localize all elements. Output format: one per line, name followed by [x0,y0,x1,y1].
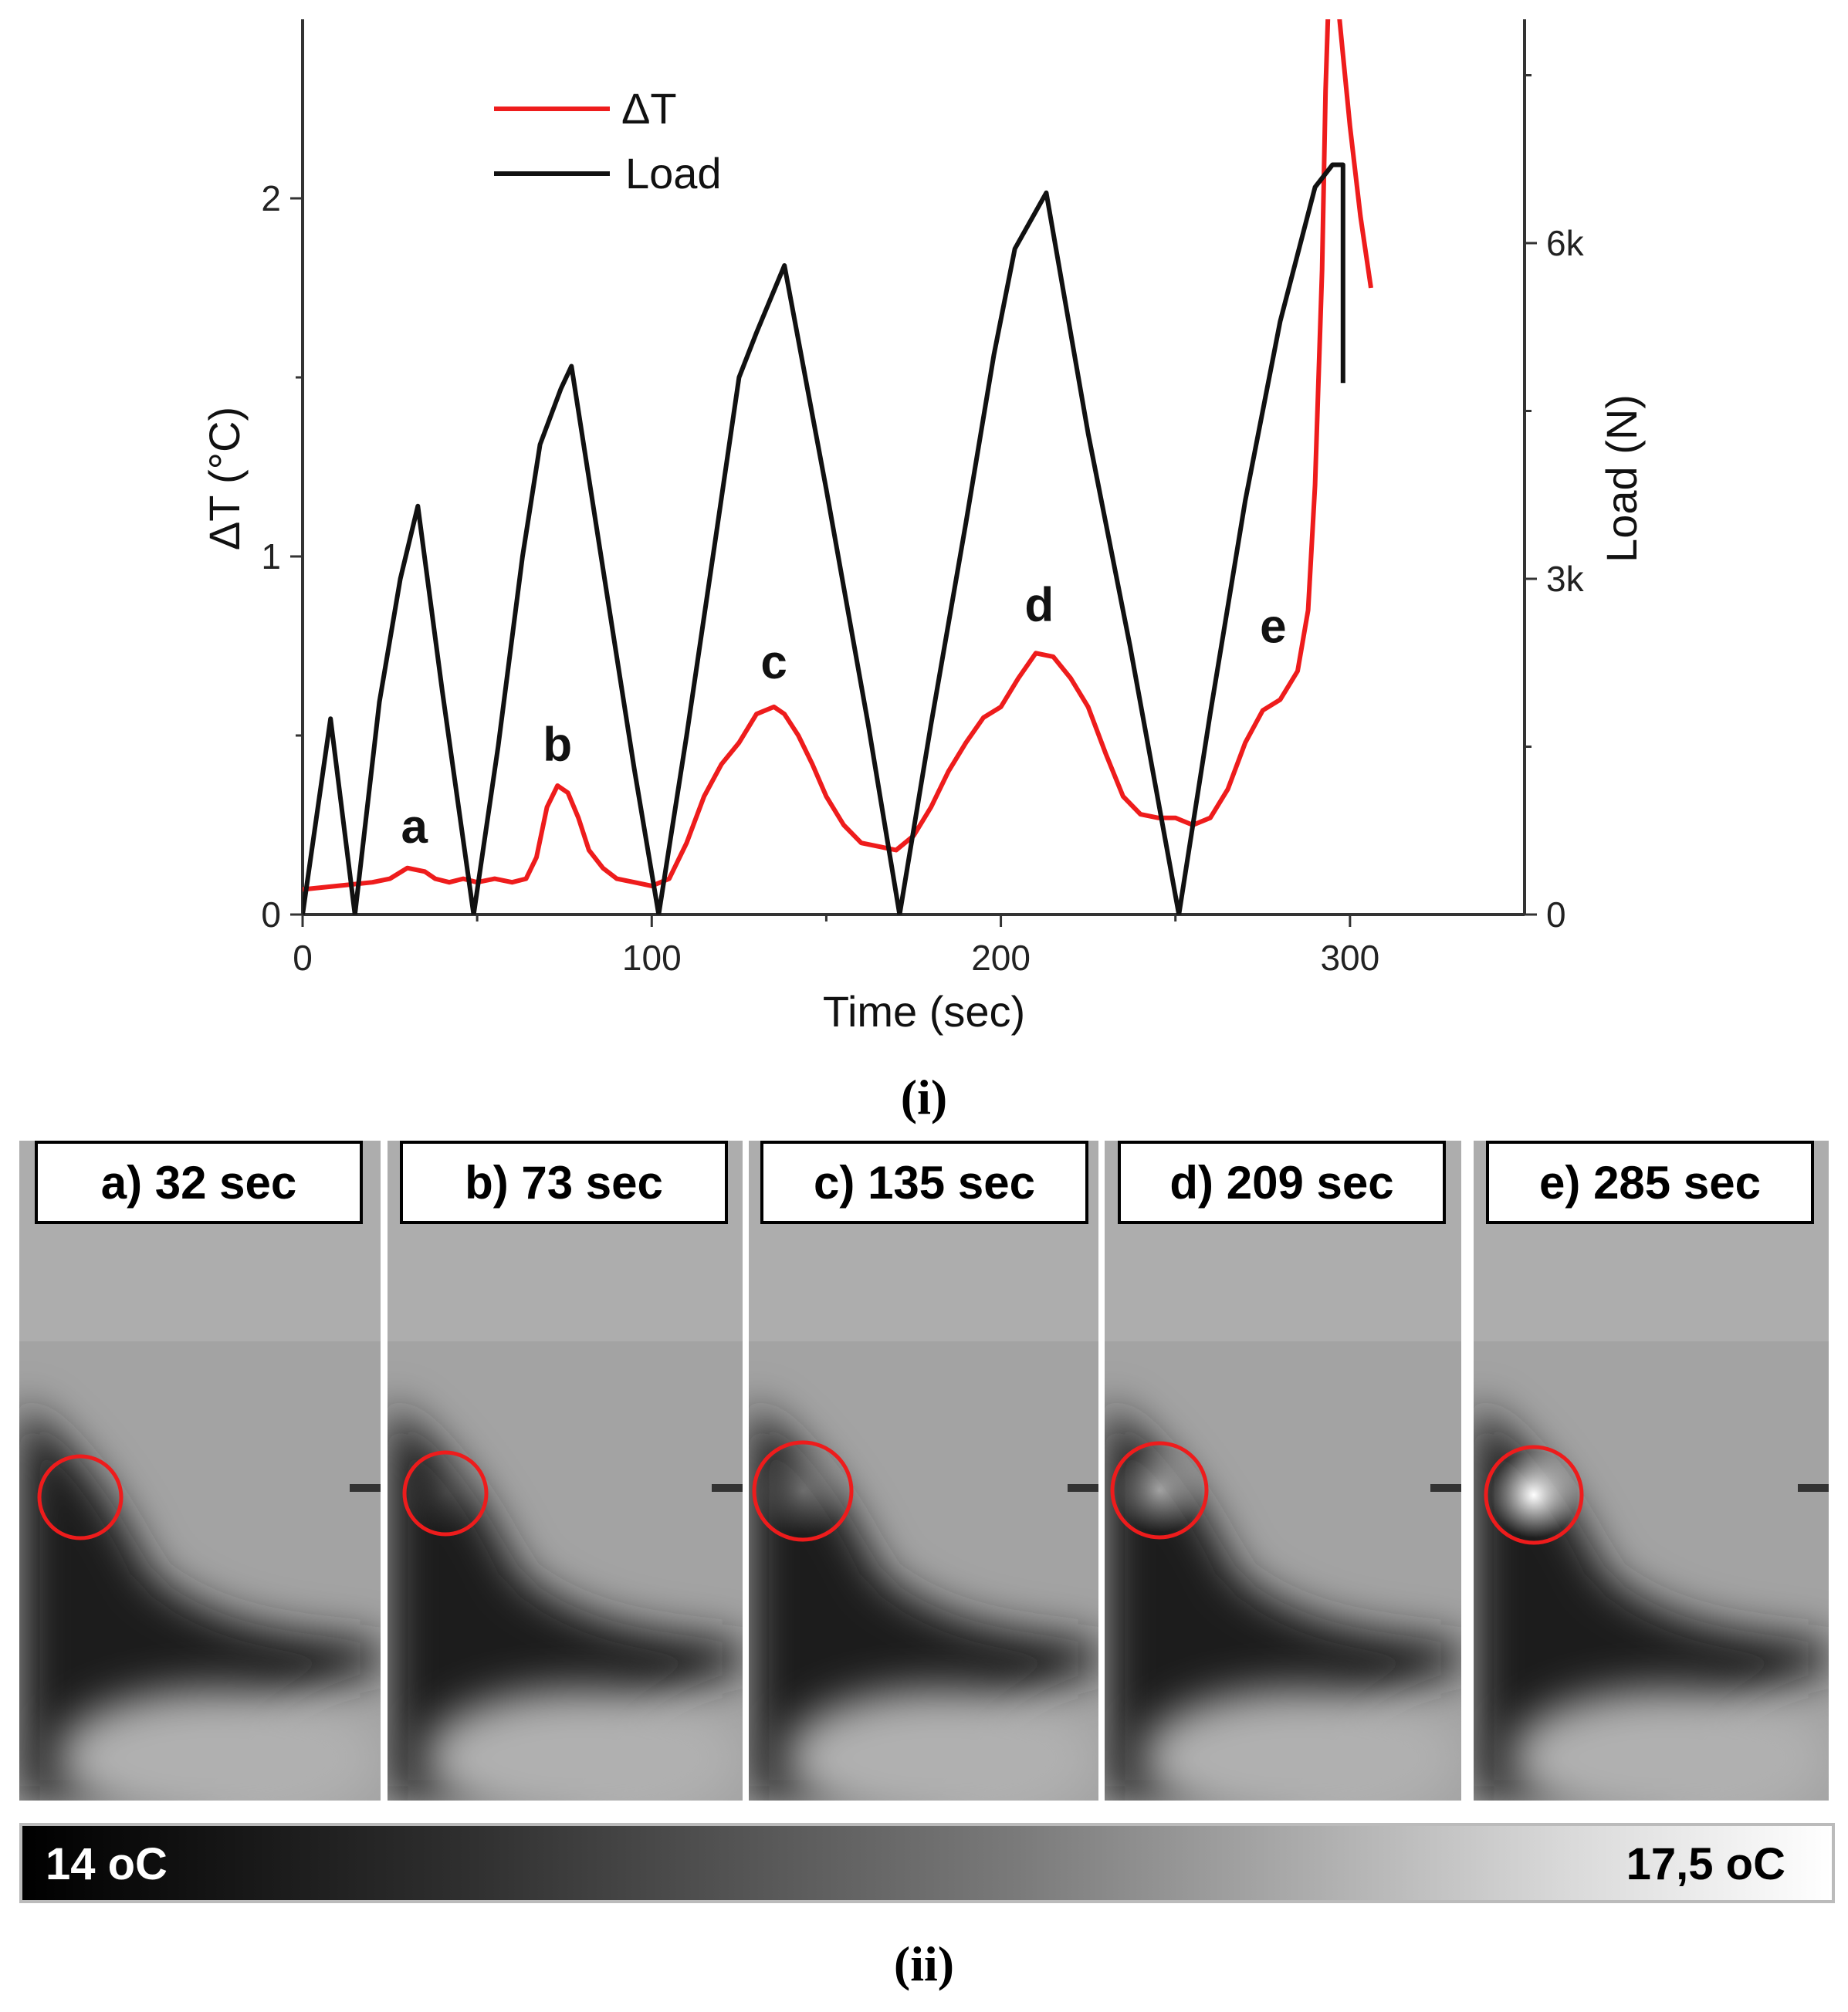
thermal-frame-b [388,1141,743,1801]
lower-bright-zone [1140,1689,1461,1801]
thermal-frame-a [19,1141,381,1801]
thermal-image [1474,1141,1829,1801]
fixture-edge [350,1484,381,1492]
line-chart: 0 100 200 300 0 1 2 0 3k 6k a b c d e ΔT Load Time (s… [200,19,1646,1036]
annotation-d: d [1024,579,1054,632]
highlight-circle [402,1450,489,1537]
frame-label-d: d) 209 sec [1118,1141,1446,1224]
lower-bright-zone [1509,1689,1829,1801]
legend-label-delta-t: ΔT [621,84,677,133]
highlight-circle [1484,1445,1584,1545]
frame-label-a: a) 32 sec [35,1141,363,1224]
hotspot-glow [408,1456,482,1530]
thermal-image [388,1141,743,1801]
chart-series [303,19,1373,915]
highlight-circle [752,1440,854,1542]
series-line-load [303,162,1345,915]
thermal-frame-d [1105,1141,1461,1801]
y2-tick-label: 0 [1546,894,1566,935]
chart-axes [301,19,1526,916]
temperature-colorbar: 14 oC 17,5 oC [19,1823,1835,1903]
x-axis-label: Time (sec) [823,987,1025,1036]
chart-legend: ΔT Load [494,84,722,198]
x-tick-label: 0 [293,938,313,978]
y-tick-label: 1 [261,536,281,577]
caption-panel-i: (i) [900,1070,948,1124]
thermal-image [1105,1141,1461,1801]
hotspot-glow [759,1447,847,1535]
caption-panel-ii: (ii) [893,1936,955,1991]
y2-tick-label: 3k [1546,559,1585,599]
y-tick-label: 2 [261,178,281,218]
thermal-frame-c [749,1141,1098,1801]
annotation-a: a [401,800,428,854]
x-tick-label: 200 [971,938,1031,978]
lower-bright-zone [55,1689,381,1801]
fixture-edge [1068,1484,1098,1492]
y-axis-label: ΔT (°C) [200,407,249,550]
highlight-circle [37,1454,124,1540]
frame-label-b: b) 73 sec [400,1141,728,1224]
y-tick-label: 0 [261,894,281,935]
legend-label-load: Load [625,149,722,198]
series-line-delta-t [303,19,1373,892]
hotspot-glow [43,1460,117,1534]
x-tick-label: 300 [1320,938,1379,978]
frame-label-e: e) 285 sec [1486,1141,1814,1224]
chart-annotations: a b c d e [401,579,1286,854]
fixture-edge [712,1484,743,1492]
frame-label-c: c) 135 sec [760,1141,1088,1224]
fixture-edge [1798,1484,1829,1492]
y2-tick-label: 6k [1546,223,1585,263]
annotation-b: b [543,718,572,771]
thermal-image [749,1141,1098,1801]
colorbar-min-label: 14 oC [46,1839,168,1889]
hotspot-glow [1117,1448,1202,1533]
y2-axis-label: Load (N) [1597,394,1646,563]
annotation-c: c [760,636,787,689]
lower-bright-zone [423,1689,743,1801]
chart-ticks: 0 100 200 300 0 1 2 0 3k 6k [261,74,1585,978]
lower-bright-zone [784,1689,1098,1801]
thermal-frame-e [1474,1141,1829,1801]
x-tick-label: 100 [622,938,682,978]
highlight-circle [1110,1441,1209,1540]
annotation-e: e [1260,600,1286,653]
hotspot-glow [1491,1452,1577,1538]
fixture-edge [1430,1484,1461,1492]
colorbar-max-label: 17,5 oC [1626,1839,1785,1889]
thermal-image [19,1141,381,1801]
